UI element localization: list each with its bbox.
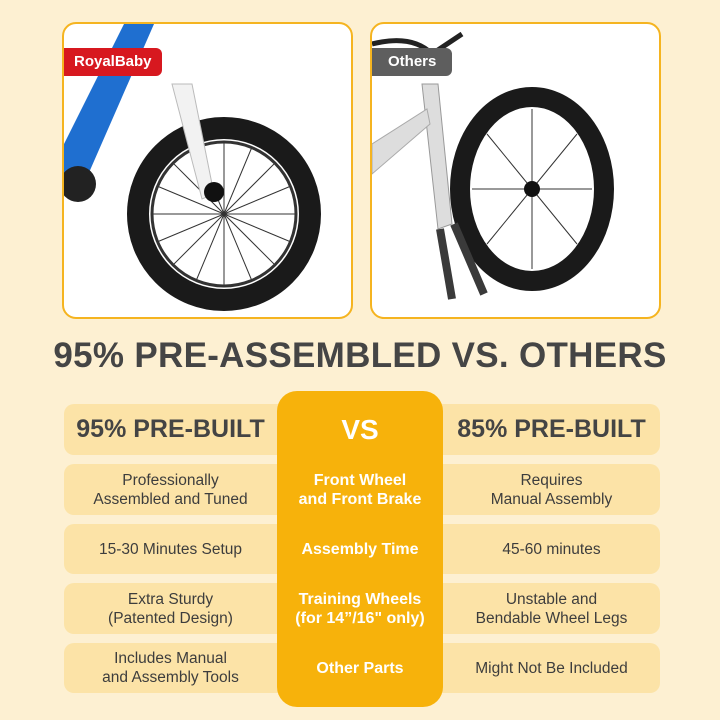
row-center-cell: Training Wheels (for 14”/16" only): [295, 590, 425, 627]
royalbaby-label: RoyalBaby: [64, 48, 162, 76]
header-right: 85% PRE-BUILT: [457, 415, 646, 443]
row-left-cell: Professionally Assembled and Tuned: [93, 471, 248, 508]
row-left-cell: Includes Manual and Assembly Tools: [102, 650, 239, 686]
header-left: 95% PRE-BUILT: [76, 415, 265, 443]
royalbaby-bike-photo: RoyalBaby: [62, 22, 353, 319]
row-center-cell: Other Parts: [316, 659, 404, 677]
row-right-cell: Unstable and Bendable Wheel Legs: [475, 590, 628, 627]
vs-column: [277, 391, 443, 707]
others-bike-photo: Others: [370, 22, 661, 319]
page-title: 95% PRE-ASSEMBLED VS. OTHERS: [53, 336, 667, 375]
row-left-cell: 15-30 Minutes Setup: [98, 540, 243, 558]
row-right-cell: Requires Manual Assembly: [490, 471, 613, 508]
row-right-cell: Might Not Be Included: [475, 659, 628, 677]
row-right-cell: 45-60 minutes: [502, 540, 601, 558]
row-left-cell: Extra Sturdy (Patented Design): [108, 590, 233, 627]
row-center-cell: Assembly Time: [301, 540, 419, 558]
header-vs: VS: [341, 414, 379, 445]
row-center-cell: Front Wheel and Front Brake: [298, 471, 422, 508]
others-label: Others: [372, 48, 453, 76]
others-wheel-illustration: [372, 31, 614, 300]
